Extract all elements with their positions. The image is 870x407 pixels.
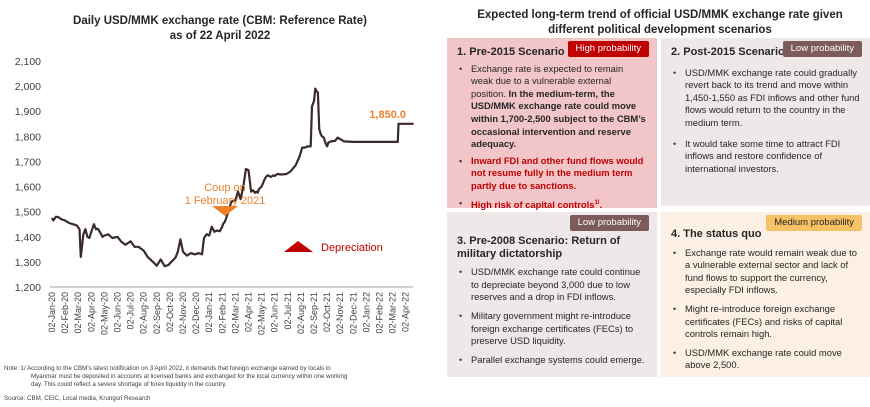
bullet-item: High risk of capital controls1/. <box>457 197 647 212</box>
x-tick-label: 02-Aug-21 <box>296 292 306 334</box>
chart-title-line1: Daily USD/MMK exchange rate (CBM: Refere… <box>73 15 367 27</box>
scenario-card-post-2015: Low probability 2. Post-2015 Scenario US… <box>661 38 870 206</box>
x-tick-label: 02-Mar-21 <box>230 292 240 334</box>
x-tick-label: 02-Apr-20 <box>86 292 96 332</box>
x-tick-label: 02-Nov-20 <box>178 292 188 334</box>
footnote-line1: Note: 1/ According to the CBM’s latest n… <box>4 365 331 372</box>
y-tick-label: 1,900 <box>15 106 41 118</box>
footnote-line2: Myanmar must be deposited in accounts at… <box>31 373 348 380</box>
y-tick-label: 1,200 <box>15 282 41 294</box>
scenario-title: 4. The status quo <box>671 228 762 240</box>
x-tick-label: 02-Mar-20 <box>73 292 83 334</box>
source-text: Source: CBM, CEIC, Local media, Krungsri… <box>4 395 151 402</box>
x-tick-label: 02-Jul-21 <box>283 292 293 330</box>
probability-badge: Medium probability <box>766 215 862 231</box>
scenarios-title: Expected long-term trend of official USD… <box>450 8 870 38</box>
x-tick-label: 02-Feb-20 <box>60 292 70 334</box>
x-tick-label: 02-Feb-21 <box>217 292 227 334</box>
footnote-line3: day. This could reflect a severe shortag… <box>31 381 227 388</box>
x-tick-label: 02-Jun-21 <box>270 292 280 333</box>
x-tick-label: 02-Dec-20 <box>191 292 201 334</box>
y-tick-label: 1,400 <box>15 232 41 244</box>
x-tick-label: 02-Nov-21 <box>335 292 345 334</box>
coup-annotation-line1: Coup on <box>204 182 246 194</box>
scenario-bullets: Exchange rate would remain weak due to a… <box>671 247 860 372</box>
bullet-item: Exchange rate is expected to remain weak… <box>457 63 647 151</box>
x-tick-label: 02-Dec-21 <box>348 292 358 334</box>
scenarios-title-line1: Expected long-term trend of official USD… <box>477 9 843 21</box>
x-tick-label: 02-Jan-21 <box>204 292 214 333</box>
probability-badge: Low probability <box>569 215 649 231</box>
scenario-card-status-quo: Medium probability 4. The status quo Exc… <box>661 212 870 377</box>
x-tick-label: 02-Jan-20 <box>47 292 57 333</box>
y-tick-label: 1,700 <box>15 156 41 168</box>
scenario-title: 2. Post-2015 Scenario <box>671 46 785 58</box>
scenario-bullets: USD/MMK exchange rate could continue to … <box>457 266 647 366</box>
probability-badge: Low probability <box>782 41 862 57</box>
end-value-label: 1,850.0 <box>369 109 406 121</box>
series-line-usd-mmk <box>51 87 414 268</box>
y-tick-label: 1,300 <box>15 257 41 269</box>
scenario-bullets: USD/MMK exchange rate could gradually re… <box>671 67 860 176</box>
up-triangle-icon <box>284 241 313 252</box>
x-tick-label: 02-May-20 <box>99 292 109 335</box>
x-tick-label: 02-Jan-22 <box>361 292 371 333</box>
x-tick-label: 02-Oct-21 <box>322 292 332 332</box>
x-axis: 02-Jan-20 02-Feb-20 02-Mar-20 02-Apr-20 02-M… <box>47 292 411 335</box>
bullet-item: Inward FDI and other fund flows would no… <box>457 155 647 193</box>
chart-subtitle: as of 22 April 2022 <box>169 30 271 42</box>
scenario-bullets: Exchange rate is expected to remain weak… <box>457 63 647 212</box>
bullet-item: USD/MMK exchange rate could move above 2… <box>671 347 860 372</box>
y-tick-label: 2,100 <box>15 56 41 68</box>
bullet-item: Parallel exchange systems could emerge. <box>457 354 647 367</box>
bullet-item: Military government might re-introduce f… <box>457 310 647 348</box>
bullet-item: Exchange rate would remain weak due to a… <box>671 247 860 297</box>
coup-annotation-line2: 1 February 2021 <box>185 195 266 207</box>
y-tick-label: 1,600 <box>15 182 41 194</box>
chart-title: Daily USD/MMK exchange rate (CBM: Refere… <box>40 14 400 44</box>
y-tick-label: 1,800 <box>15 131 41 143</box>
x-tick-label: 02-Apr-21 <box>244 292 254 332</box>
x-tick-label: 02-Oct-20 <box>165 292 175 332</box>
x-tick-label: 02-May-21 <box>257 292 267 335</box>
x-tick-label: 02-Sep-20 <box>152 292 162 334</box>
footnote: Note: 1/ According to the CBM’s latest n… <box>4 365 424 389</box>
probability-badge: High probability <box>567 41 649 57</box>
y-tick-label: 1,500 <box>15 207 41 219</box>
bullet-item: USD/MMK exchange rate could continue to … <box>457 266 647 304</box>
exchange-rate-chart: 1,200 1,300 1,400 1,500 1,600 1,700 1,800 1,900… <box>15 56 414 335</box>
y-axis: 1,200 1,300 1,400 1,500 1,600 1,700 1,800 1,900… <box>15 56 41 294</box>
bullet-item: It would take some time to attract FDI i… <box>671 138 860 176</box>
down-triangle-icon <box>212 206 238 216</box>
x-tick-label: 02-Jun-20 <box>113 292 123 333</box>
x-tick-label: 02-Aug-20 <box>139 292 149 334</box>
bullet-item: Might re-introduce foreign exchange cert… <box>671 303 860 341</box>
x-tick-label: 02-Sep-21 <box>309 292 319 334</box>
x-tick-label: 02-Mar-22 <box>388 292 398 334</box>
scenarios-title-line2: different political development scenario… <box>548 24 772 36</box>
bullet-item: USD/MMK exchange rate could gradually re… <box>671 67 860 130</box>
x-tick-label: 02-Apr-22 <box>401 292 411 332</box>
y-tick-label: 2,000 <box>15 81 41 93</box>
scenario-card-pre-2008: Low probability 3. Pre-2008 Scenario: Re… <box>447 212 657 377</box>
x-tick-label: 02-Feb-22 <box>375 292 385 334</box>
scenario-title: 1. Pre-2015 Scenario <box>457 46 565 58</box>
depreciation-label: Depreciation <box>321 242 383 254</box>
scenario-title: 3. Pre-2008 Scenario: Return of military… <box>457 235 621 260</box>
scenario-card-pre-2015: High probability 1. Pre-2015 Scenario Ex… <box>447 38 657 210</box>
x-tick-label: 02-Jul-20 <box>126 292 136 330</box>
